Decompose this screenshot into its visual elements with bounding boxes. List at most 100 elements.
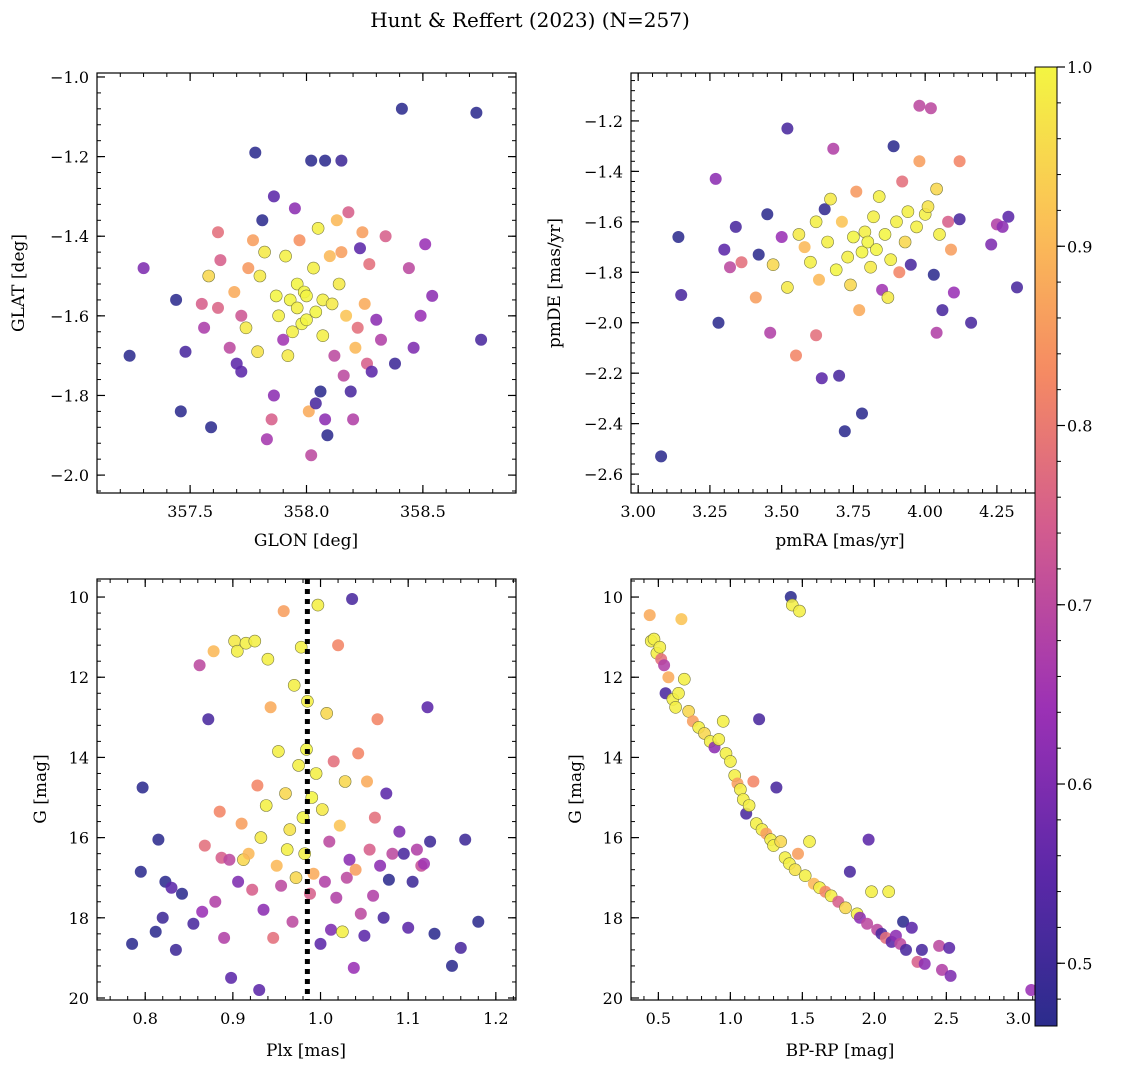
plx-point — [377, 911, 390, 924]
plx-point — [213, 805, 226, 818]
plx-point — [368, 811, 381, 824]
sky-frame — [96, 72, 517, 494]
plx-point — [280, 843, 294, 856]
pm-point — [861, 235, 875, 249]
sky-point — [235, 309, 248, 322]
cmd-points — [643, 591, 1038, 996]
plx-point — [169, 943, 182, 956]
plx-point — [374, 859, 387, 872]
cmd-point — [865, 885, 878, 899]
cmd-point — [788, 863, 802, 877]
plx-xtick-label: 0.9 — [220, 1009, 245, 1028]
cmd-point — [643, 609, 656, 622]
pm-ytick-label: −2.6 — [584, 465, 623, 484]
pm-point — [856, 407, 868, 420]
pm-point — [913, 155, 926, 168]
plx-point — [267, 931, 280, 944]
plx-point — [325, 923, 337, 936]
pm-point — [729, 220, 742, 233]
plx-point — [338, 775, 352, 788]
cmd-ytick-label: 14 — [603, 748, 623, 767]
pm-point — [927, 268, 940, 281]
sky-point — [293, 234, 306, 247]
cmd-point — [712, 733, 726, 746]
cmd-point — [803, 835, 816, 848]
pm-point — [821, 235, 834, 249]
cmd-point — [944, 969, 957, 982]
sky-point — [286, 325, 299, 339]
plx-point — [126, 937, 139, 950]
pm-point — [930, 326, 943, 339]
sky-point — [272, 309, 285, 323]
plx-ytick-label: 14 — [69, 748, 89, 767]
pm-point — [855, 245, 869, 259]
cmd-point — [905, 921, 918, 934]
sky-point — [214, 254, 227, 267]
pm-xtick-label: 3.25 — [692, 502, 728, 521]
pm-point — [913, 99, 926, 112]
pm-point — [942, 215, 955, 228]
plx-xtick-label: 1.2 — [483, 1009, 508, 1028]
pm-point — [953, 213, 966, 226]
sky-ylabel: GLAT [deg] — [9, 234, 29, 332]
plx-point — [354, 907, 367, 920]
cmd-point — [882, 885, 896, 899]
plx-point — [235, 817, 248, 830]
pm-point — [815, 372, 828, 385]
pm-point — [985, 238, 998, 251]
plx-point — [397, 847, 410, 860]
sky-point — [256, 214, 269, 227]
sky-point — [258, 245, 271, 259]
sky-point — [309, 397, 322, 410]
pm-point — [809, 215, 823, 229]
plx-point — [218, 931, 231, 944]
sky-point — [414, 309, 427, 322]
plx-point — [294, 640, 308, 654]
sky-point — [335, 154, 348, 167]
cmd-point — [843, 865, 856, 878]
pm-point — [850, 185, 863, 198]
sky-point — [335, 246, 348, 259]
cmd-point — [675, 613, 688, 626]
plx-ytick-label: 16 — [69, 829, 89, 848]
sky-point — [212, 226, 224, 239]
plx-point — [136, 781, 149, 794]
cmd-point — [770, 781, 783, 794]
pm-xtick-label: 3.50 — [764, 502, 800, 521]
cmd-point — [798, 869, 812, 883]
sky-point — [290, 277, 304, 291]
pm-point — [818, 203, 831, 216]
panel-sky: 357.5 358.0 358.5−1.0−1.2−1.4−1.6−1.8−2.0 … — [9, 68, 517, 551]
pm-point — [810, 329, 823, 342]
pm-point — [827, 142, 840, 155]
pm-point — [781, 122, 794, 135]
pm-point — [655, 450, 668, 463]
plx-point — [231, 644, 244, 658]
pm-point — [718, 243, 731, 256]
cmd-point — [658, 659, 671, 672]
sky-point — [342, 206, 355, 219]
plx-point — [343, 853, 356, 866]
plx-ytick-label: 10 — [69, 588, 89, 607]
sky-point — [419, 238, 432, 251]
plx-point — [424, 835, 437, 848]
pm-point — [924, 102, 937, 115]
cmd-ytick-label: 16 — [603, 829, 623, 848]
pm-point — [752, 248, 765, 261]
plx-ytick-label: 20 — [69, 989, 89, 1008]
sky-xtick-label: 357.5 — [167, 502, 213, 521]
pm-point — [901, 205, 915, 218]
sky-ytick-label: −1.0 — [50, 68, 89, 87]
plx-point — [259, 799, 273, 812]
sky-point — [314, 385, 327, 398]
sky-point — [170, 293, 183, 306]
sky-point — [470, 106, 483, 119]
sky-point — [202, 269, 215, 283]
plx-point — [198, 839, 211, 852]
cmd-ytick-label: 10 — [603, 588, 623, 607]
pm-point — [887, 140, 900, 153]
plx-point — [358, 929, 371, 942]
sky-point — [305, 449, 318, 462]
pm-point — [672, 231, 685, 243]
colorbar-gradient — [1034, 66, 1058, 1027]
